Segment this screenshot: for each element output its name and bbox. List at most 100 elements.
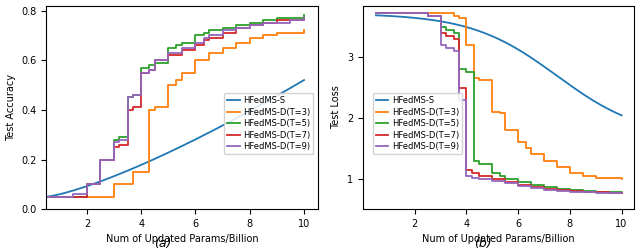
HFedMS-D(T=3) — [246, 36, 253, 39]
HFedMS-D(T=5) — [592, 190, 600, 193]
HFedMS-D(T=5) — [372, 12, 380, 15]
HFedMS-D(T=7) — [442, 34, 449, 37]
HFedMS-D(T=7) — [527, 185, 535, 188]
HFedMS-D(T=9) — [116, 138, 124, 141]
HFedMS-D(T=7) — [102, 158, 109, 161]
HFedMS-D(T=9) — [110, 140, 118, 143]
HFedMS-D(T=5) — [259, 19, 267, 22]
HFedMS-D(T=9) — [463, 174, 470, 177]
HFedMS-D(T=9) — [566, 190, 573, 193]
HFedMS-D(T=9) — [618, 192, 625, 195]
HFedMS-D(T=9) — [411, 12, 419, 15]
HFedMS-D(T=7) — [97, 158, 104, 161]
HFedMS-D(T=5) — [411, 12, 419, 15]
HFedMS-D(T=9) — [259, 22, 267, 25]
HFedMS-D(T=5) — [200, 31, 207, 34]
HFedMS-D(T=3) — [83, 195, 91, 198]
HFedMS-D(T=3) — [553, 165, 561, 168]
HFedMS-D(T=7) — [385, 12, 393, 15]
HFedMS-D(T=5) — [450, 32, 458, 34]
HFedMS-D(T=5) — [566, 188, 573, 191]
HFedMS-D(T=7) — [259, 22, 267, 25]
HFedMS-D(T=9) — [151, 59, 159, 62]
HFedMS-D(T=3) — [605, 177, 612, 180]
HFedMS-D(T=9) — [56, 195, 63, 198]
HFedMS-D(T=9) — [540, 188, 548, 191]
HFedMS-D(T=7) — [501, 180, 509, 183]
HFedMS-D(T=3) — [97, 195, 104, 198]
HFedMS-D(T=9) — [424, 14, 431, 18]
HFedMS-D(T=7) — [553, 188, 561, 191]
Line: HFedMS-D(T=7): HFedMS-D(T=7) — [46, 18, 304, 197]
HFedMS-D(T=9) — [164, 51, 172, 54]
HFedMS-D(T=7) — [287, 19, 294, 22]
X-axis label: Num of Updated Params/Billion: Num of Updated Params/Billion — [422, 234, 575, 244]
HFedMS-D(T=7) — [205, 36, 213, 39]
HFedMS-D(T=3) — [124, 183, 131, 186]
HFedMS-D(T=3) — [173, 78, 180, 82]
HFedMS-D(T=3) — [527, 153, 535, 156]
HFedMS-D(T=7) — [592, 191, 600, 194]
HFedMS-D(T=7) — [273, 19, 281, 22]
HFedMS-D(T=3) — [618, 177, 625, 180]
HFedMS-D(T=3) — [70, 195, 77, 198]
HFedMS-D(T=3) — [259, 34, 267, 37]
HFedMS-D(T=9) — [191, 41, 199, 44]
HFedMS-D(T=5) — [191, 34, 199, 37]
HFedMS-D(T=5) — [496, 174, 504, 177]
HFedMS-D(T=9) — [442, 46, 449, 50]
HFedMS-D(T=5) — [273, 16, 281, 20]
HFedMS-D(T=5) — [424, 14, 431, 18]
HFedMS-D(T=5) — [470, 159, 478, 162]
HFedMS-D(T=3) — [436, 12, 444, 15]
Line: HFedMS-D(T=9): HFedMS-D(T=9) — [376, 14, 621, 193]
HFedMS-S — [44, 195, 51, 198]
HFedMS-S — [618, 114, 625, 117]
HFedMS-D(T=3) — [164, 84, 172, 86]
HFedMS-D(T=5) — [110, 138, 118, 141]
HFedMS-D(T=9) — [385, 12, 393, 15]
HFedMS-D(T=5) — [501, 177, 509, 180]
HFedMS-D(T=7) — [200, 39, 207, 42]
HFedMS-D(T=5) — [398, 12, 406, 15]
HFedMS-D(T=9) — [70, 193, 77, 196]
HFedMS-D(T=3) — [579, 174, 587, 177]
Y-axis label: Test Loss: Test Loss — [332, 86, 342, 129]
HFedMS-D(T=7) — [411, 12, 419, 15]
HFedMS-D(T=3) — [110, 183, 118, 186]
HFedMS-D(T=7) — [455, 86, 463, 89]
HFedMS-D(T=7) — [129, 106, 137, 109]
HFedMS-D(T=5) — [124, 96, 131, 99]
HFedMS-D(T=3) — [129, 170, 137, 173]
Y-axis label: Test Accuracy: Test Accuracy — [6, 74, 15, 141]
HFedMS-D(T=9) — [145, 68, 153, 71]
HFedMS-D(T=5) — [488, 171, 496, 174]
HFedMS-D(T=9) — [468, 176, 476, 179]
HFedMS-D(T=5) — [463, 71, 470, 74]
HFedMS-D(T=3) — [470, 77, 478, 80]
HFedMS-D(T=7) — [463, 168, 470, 171]
HFedMS-D(T=9) — [476, 177, 483, 180]
HFedMS-S — [196, 136, 204, 139]
HFedMS-D(T=3) — [424, 12, 431, 15]
HFedMS-D(T=3) — [515, 141, 522, 144]
HFedMS-D(T=9) — [102, 158, 109, 161]
HFedMS-D(T=9) — [436, 44, 444, 46]
HFedMS-D(T=5) — [232, 24, 240, 27]
HFedMS-D(T=3) — [566, 171, 573, 174]
HFedMS-D(T=9) — [200, 36, 207, 39]
HFedMS-D(T=7) — [540, 187, 548, 190]
HFedMS-D(T=7) — [56, 195, 63, 198]
HFedMS-D(T=9) — [205, 34, 213, 37]
HFedMS-D(T=3) — [151, 106, 159, 109]
HFedMS-D(T=9) — [138, 71, 145, 74]
HFedMS-D(T=9) — [398, 12, 406, 15]
HFedMS-S — [373, 14, 381, 17]
HFedMS-D(T=9) — [92, 183, 99, 186]
HFedMS-D(T=3) — [178, 71, 186, 74]
HFedMS-S — [518, 50, 525, 53]
Line: HFedMS-D(T=3): HFedMS-D(T=3) — [46, 30, 304, 197]
HFedMS-D(T=3) — [450, 14, 458, 18]
HFedMS-D(T=5) — [151, 61, 159, 64]
Line: HFedMS-D(T=3): HFedMS-D(T=3) — [376, 14, 621, 179]
